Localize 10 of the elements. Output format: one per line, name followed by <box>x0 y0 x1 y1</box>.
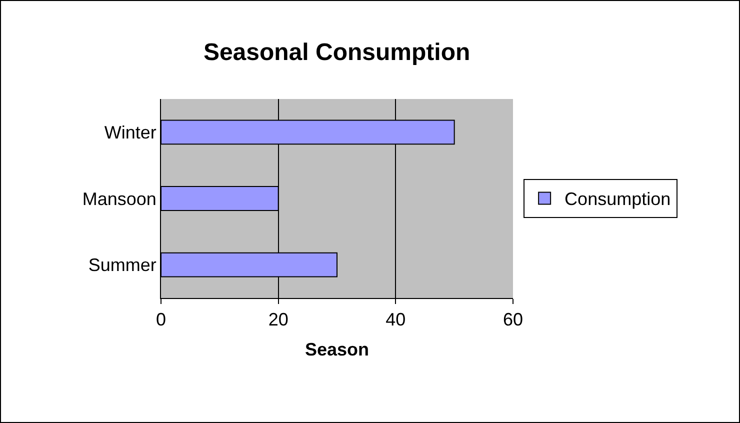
x-axis-title: Season <box>304 340 370 360</box>
chart-title: Seasonal Consumption <box>203 38 470 66</box>
y-tick-label: Mansoon <box>82 188 156 209</box>
y-tick-label: Winter <box>104 122 156 142</box>
y-tick-label: Summer <box>88 255 156 276</box>
legend-label: Consumption <box>564 189 671 210</box>
x-tick-label: 40 <box>386 310 406 330</box>
x-tick-label: 0 <box>156 310 166 330</box>
x-tick-label: 60 <box>502 310 524 330</box>
x-tick-label: 20 <box>268 310 288 330</box>
